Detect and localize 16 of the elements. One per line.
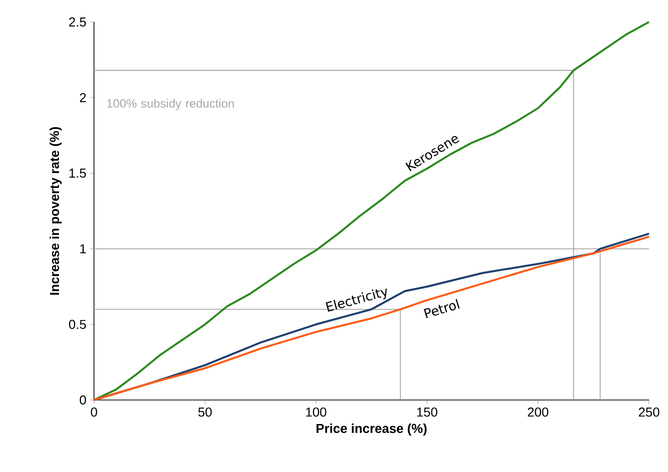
y-tick-label: 2.5	[69, 17, 86, 27]
y-tick-label: 0.5	[68, 320, 86, 329]
y-axis-title: Increase in poverty rate (%)	[50, 127, 62, 295]
y-tick-label: 0	[80, 395, 86, 405]
ref-line-label: 100% subsidy reduction	[107, 98, 234, 110]
x-tick-label: 200	[528, 408, 548, 417]
y-tick-label: 1	[80, 244, 86, 254]
x-tick-label: 100	[306, 408, 326, 417]
y-tick-label: 1.5	[69, 168, 86, 178]
x-tick-label: 50	[198, 408, 212, 417]
x-tick-label: 250	[638, 408, 660, 417]
text: Petrol	[424, 298, 460, 318]
x-tick-label: 0	[90, 408, 98, 417]
x-tick-label: 150	[417, 408, 438, 417]
y-tick-label: 2	[80, 93, 86, 102]
x-axis-title: Price increase (%)	[316, 424, 427, 436]
